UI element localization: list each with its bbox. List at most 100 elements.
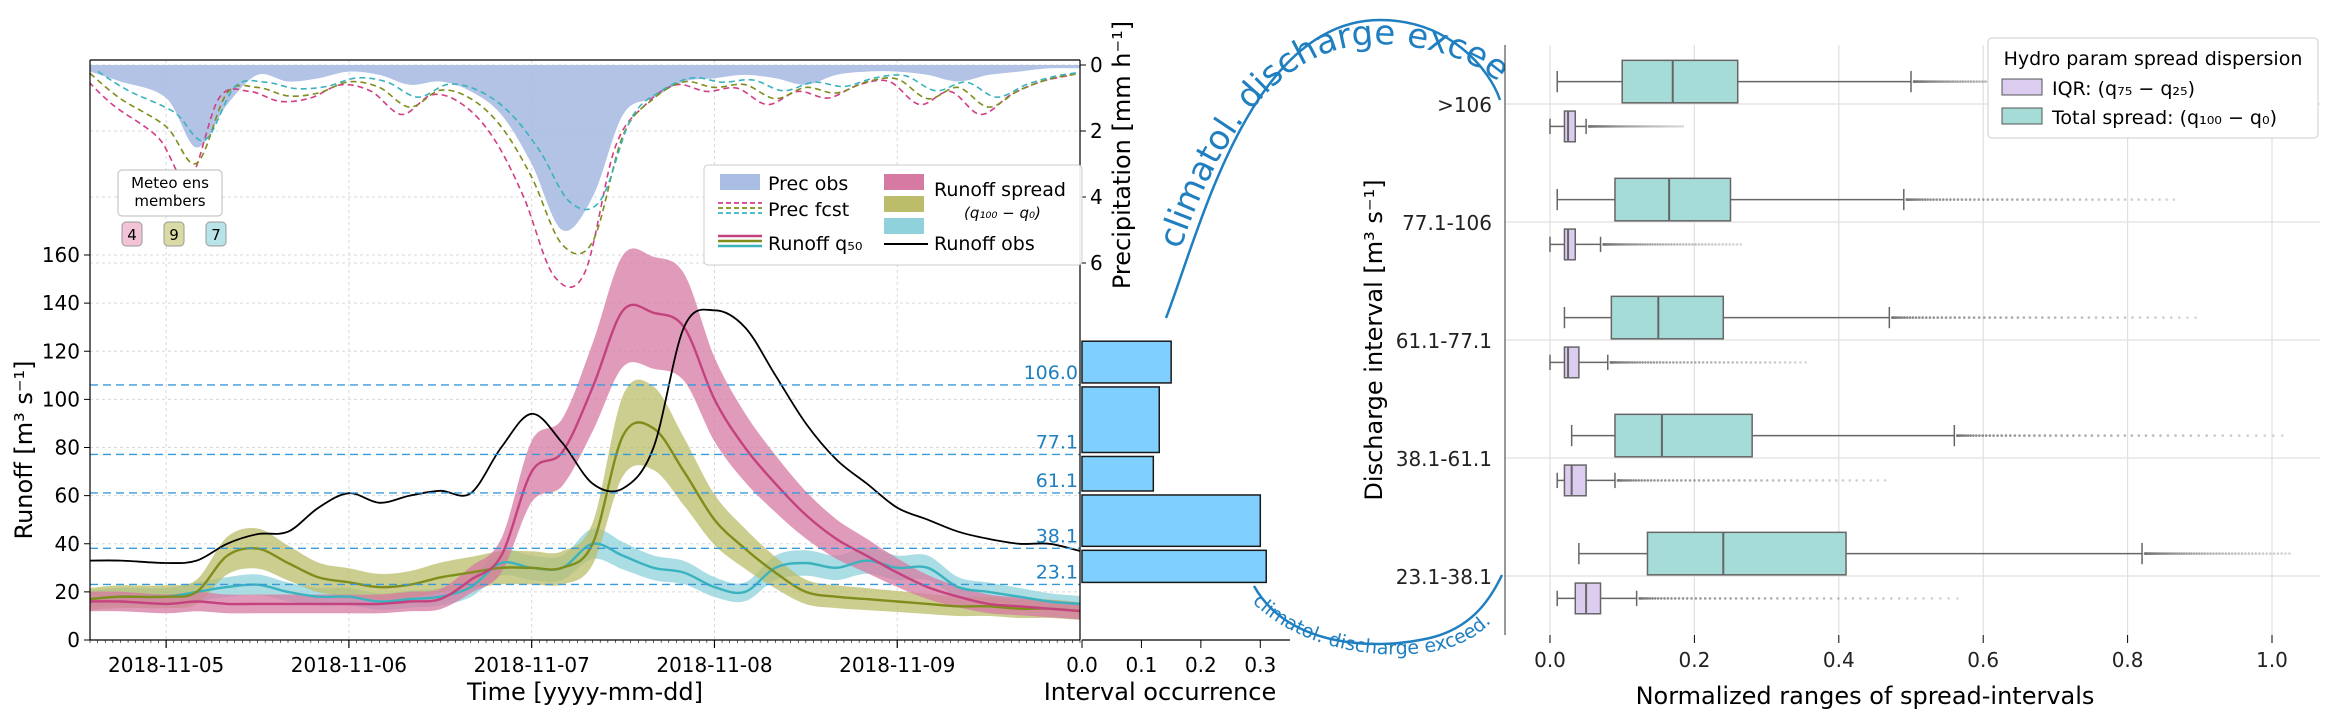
boxplot-xtick-label: 0.8 (2112, 648, 2144, 672)
box-iqr (1563, 346, 1580, 379)
legend-prec-obs: Prec obs (768, 173, 848, 195)
box-outlier (1743, 479, 1746, 482)
box-outlier (1851, 597, 1855, 600)
exceed-curve-top (1164, 18, 1502, 319)
box-outlier (2090, 434, 2094, 437)
legend-runoff-obs: Runoff obs (934, 233, 1035, 255)
box-total-spread (1556, 177, 2176, 222)
boxplot-ylabel: Discharge interval [m³ s⁻¹] (1360, 179, 1388, 500)
box-outlier (1951, 80, 1955, 83)
box-outlier (1646, 125, 1650, 128)
box-outlier (1722, 361, 1726, 364)
box-outlier (2009, 434, 2012, 437)
box-outlier (1661, 243, 1665, 246)
box-outlier (2212, 552, 2215, 555)
box-outlier (1837, 597, 1840, 600)
box-outlier (1928, 316, 1932, 319)
box-outlier (1804, 361, 1807, 364)
runoff-spread-band (90, 248, 1080, 620)
box-outlier (2123, 198, 2127, 201)
box-outlier (1938, 198, 1942, 201)
box-outlier (1938, 597, 1942, 600)
prec-fcst-line (90, 72, 1080, 255)
box-outlier (2272, 552, 2276, 555)
box-outlier (2246, 434, 2249, 437)
box-outlier (1676, 125, 1680, 128)
boxplot-xtick-label: 0.0 (1534, 648, 1566, 672)
box-outlier (1744, 361, 1748, 364)
box-outlier (2027, 434, 2031, 437)
box-outlier (1866, 597, 1870, 600)
box-outlier (1685, 597, 1689, 600)
box-outlier (1802, 479, 1805, 482)
box-outlier (1694, 597, 1698, 600)
box-outlier (1988, 434, 1992, 437)
prec-obs-area (90, 65, 1080, 231)
box-outlier (1972, 80, 1976, 83)
box-iqr-spread (1556, 464, 1887, 497)
box-outlier (1717, 243, 1721, 246)
box-outlier (1991, 198, 1994, 201)
box-outlier (1914, 316, 1918, 319)
box-outlier (2185, 552, 2188, 555)
box-outlier (2158, 198, 2161, 201)
box-outlier (2123, 434, 2127, 437)
box-outlier (1626, 361, 1630, 364)
box-outlier (1664, 125, 1668, 128)
box-outlier (1921, 316, 1924, 319)
box-outlier (1653, 479, 1656, 482)
box-outlier (1966, 80, 1970, 83)
box-iqr-spread (1549, 228, 1743, 261)
box-iqr (1646, 531, 1847, 576)
box-outlier (2101, 316, 2105, 319)
box-outlier (2060, 316, 2064, 319)
box-outlier (2043, 434, 2047, 437)
box-outlier (2172, 198, 2176, 201)
box-outlier (1874, 597, 1877, 600)
box-outlier (1977, 198, 1981, 201)
box-outlier (1631, 361, 1634, 364)
box-outlier (1646, 243, 1649, 246)
box-outlier (1634, 125, 1637, 128)
exceed-curve-bottom (1252, 574, 1504, 646)
box-outlier (1751, 597, 1755, 600)
box-outlier (1690, 597, 1693, 600)
box-outlier (1718, 597, 1722, 600)
boxplot-xtick-label: 0.2 (1678, 648, 1710, 672)
box-outlier (1644, 597, 1648, 600)
box-outlier (1620, 243, 1624, 246)
box-outlier (1768, 361, 1772, 364)
box-outlier (1947, 597, 1951, 600)
box-outlier (1901, 316, 1904, 319)
box-outlier (2237, 434, 2241, 437)
prec-ytick-label: 2 (1090, 119, 1103, 143)
box-outlier (1634, 243, 1638, 246)
box-outlier (2218, 552, 2221, 555)
box-outlier (1898, 316, 1902, 319)
boxplot-xtick-label: 0.6 (1967, 648, 1999, 672)
box-outlier (1629, 479, 1633, 482)
box-outlier (1708, 597, 1712, 600)
box-outlier (1821, 479, 1825, 482)
box-outlier (1968, 198, 1972, 201)
box-outlier (1697, 243, 1701, 246)
box-outlier (1627, 479, 1631, 482)
box-outlier (1636, 361, 1639, 364)
boxplot-legend-iqr-swatch (2001, 78, 2043, 96)
box-outlier (2280, 434, 2284, 437)
box-outlier (1956, 597, 1959, 600)
boxplot-panel: 0.0 0.2 0.4 0.6 0.8 1.0 >106 77.1-106 61.1-77.1 3… (1360, 37, 2320, 710)
box-outlier (1908, 316, 1912, 319)
box-outlier (1633, 361, 1637, 364)
occurrence-xtick-label: 0.2 (1185, 653, 1217, 677)
box-outlier (1799, 361, 1802, 364)
box-outlier (1962, 316, 1966, 319)
box-outlier (1664, 243, 1668, 246)
boxplot-xlabel: Normalized ranges of spread-intervals (1636, 682, 2095, 710)
box-outlier (2072, 198, 2076, 201)
box-outlier (1655, 125, 1658, 128)
box-outlier (1940, 316, 1944, 319)
box-outlier (1776, 597, 1779, 600)
box-outlier (1704, 243, 1707, 246)
box-outlier (1889, 597, 1893, 600)
